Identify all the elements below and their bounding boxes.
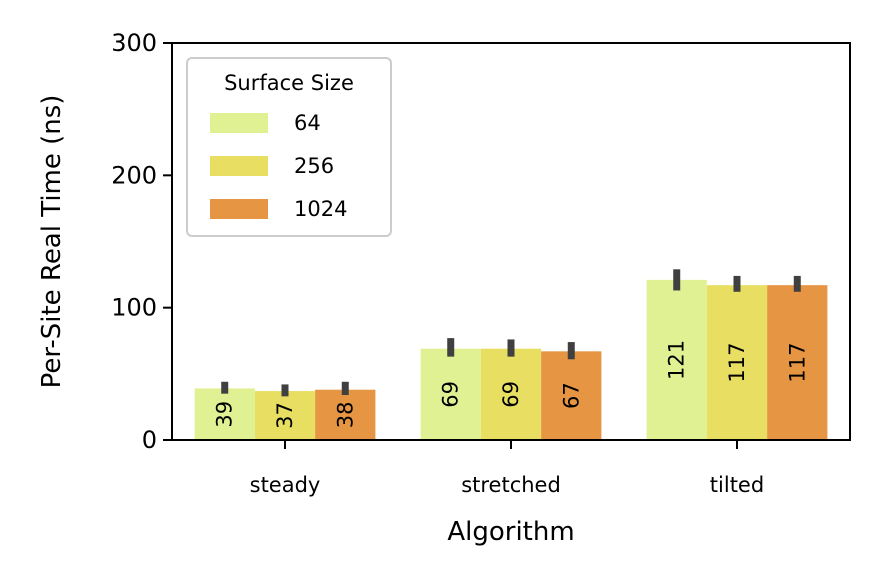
bar-tilted-64 [646, 279, 707, 440]
bar-label-stretched-256: 69 [499, 381, 523, 408]
x-axis: steady stretched tilted [250, 440, 764, 497]
bar-stretched-64 [420, 348, 481, 440]
bar-labels-layer: 39 69 121 37 69 117 38 67 117 [213, 340, 810, 429]
legend-label-256: 256 [294, 154, 334, 178]
bar-label-tilted-256: 117 [725, 343, 749, 383]
bar-label-steady-64: 39 [213, 401, 237, 428]
y-tick-label-0: 0 [142, 426, 157, 454]
y-axis-title: Per-Site Real Time (ns) [37, 95, 67, 389]
bar-label-tilted-1024: 117 [785, 343, 809, 383]
y-tick-label-300: 300 [111, 29, 157, 57]
x-tick-label-tilted: tilted [710, 473, 764, 497]
x-axis-title: Algorithm [447, 517, 574, 547]
bar-label-tilted-64: 121 [665, 340, 689, 380]
bar-tilted-1024 [767, 285, 828, 440]
y-tick-label-200: 200 [111, 161, 157, 189]
bar-label-steady-1024: 38 [333, 401, 357, 428]
bars-layer [194, 279, 828, 440]
bar-stretched-1024 [541, 351, 602, 440]
bar-label-stretched-1024: 67 [559, 382, 583, 409]
bar-steady-1024 [315, 389, 376, 440]
x-tick-label-steady: steady [250, 473, 321, 497]
x-tick-label-stretched: stretched [461, 473, 561, 497]
bar-label-steady-256: 37 [273, 402, 297, 429]
legend-label-1024: 1024 [294, 197, 347, 221]
y-axis: 0 100 200 300 [111, 29, 172, 454]
bar-steady-64 [194, 388, 255, 440]
legend-swatch-64 [210, 113, 268, 133]
legend-label-64: 64 [294, 111, 321, 135]
legend: Surface Size 64 256 1024 [186, 57, 392, 237]
legend-box [186, 57, 392, 237]
legend-items: 64 256 1024 [210, 111, 347, 221]
bar-label-stretched-64: 69 [439, 381, 463, 408]
legend-swatch-256 [210, 156, 268, 176]
legend-title: Surface Size [224, 71, 354, 95]
y-tick-label-100: 100 [111, 294, 157, 322]
legend-swatch-1024 [210, 199, 268, 219]
errorbars-layer [221, 269, 801, 397]
bar-tilted-256 [706, 285, 768, 440]
bar-steady-256 [254, 391, 316, 440]
bar-stretched-256 [480, 348, 542, 440]
